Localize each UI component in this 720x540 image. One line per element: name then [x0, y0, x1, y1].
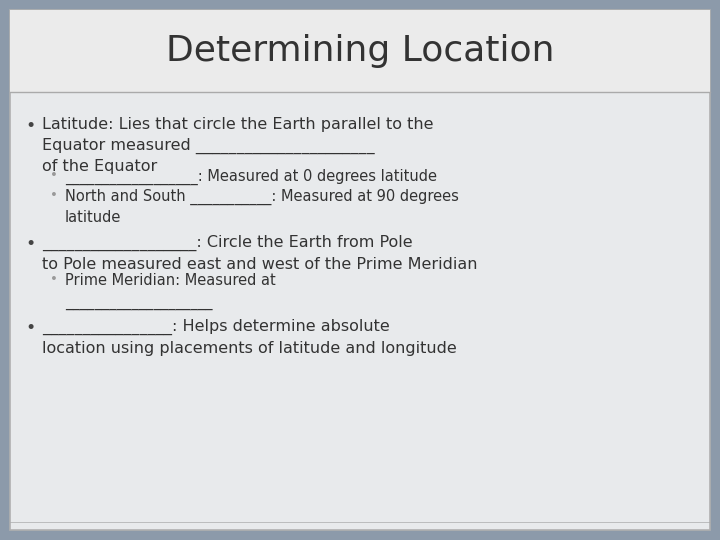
Text: Latitude: Lies that circle the Earth parallel to the
Equator measured __________: Latitude: Lies that circle the Earth par…: [42, 117, 433, 174]
FancyBboxPatch shape: [10, 10, 710, 92]
Text: Determining Location: Determining Location: [166, 34, 554, 68]
FancyBboxPatch shape: [10, 10, 710, 530]
Text: Prime Meridian: Measured at
____________________: Prime Meridian: Measured at ____________…: [65, 273, 276, 310]
Text: ________________: Helps determine absolute
location using placements of latitude: ________________: Helps determine absolu…: [42, 319, 456, 356]
Text: •: •: [25, 117, 35, 135]
Text: __________________: Measured at 0 degrees latitude: __________________: Measured at 0 degree…: [65, 169, 437, 185]
Text: •: •: [50, 189, 58, 202]
Text: •: •: [50, 273, 58, 286]
Text: ___________________: Circle the Earth from Pole
to Pole measured east and west o: ___________________: Circle the Earth fr…: [42, 235, 477, 272]
Text: •: •: [25, 235, 35, 253]
Text: •: •: [25, 319, 35, 337]
Text: North and South ___________: Measured at 90 degrees
latitude: North and South ___________: Measured at…: [65, 189, 459, 225]
Text: •: •: [50, 169, 58, 182]
